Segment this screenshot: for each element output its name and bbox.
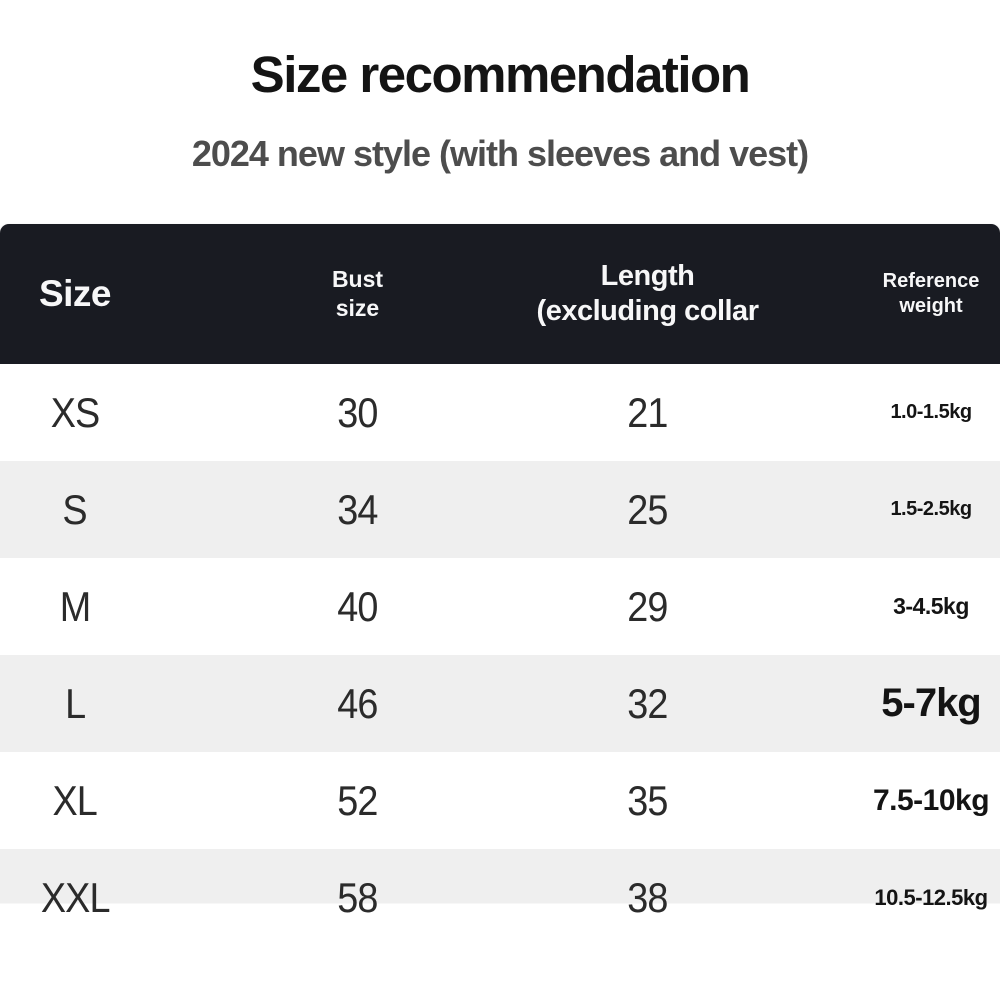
cell-bust: 58 xyxy=(337,873,378,921)
cell-weight: 1.0-1.5kg xyxy=(890,401,972,423)
size-table: Size Bust size Length (excluding collar … xyxy=(0,224,1000,946)
cell-size: S xyxy=(62,485,88,533)
header-cell-length: Length (excluding collar xyxy=(537,259,759,329)
cell-weight: 7.5-10kg xyxy=(872,783,990,817)
header-bust-label: Bust size xyxy=(331,266,384,321)
table-row-xs: XS 30 21 1.0-1.5kg xyxy=(0,364,1000,461)
cell-bust: 34 xyxy=(337,485,378,533)
cell-weight: 5-7kg xyxy=(881,681,981,725)
table-row-s: S 34 25 1.5-2.5kg xyxy=(0,461,1000,558)
header-length-label: Length (excluding collar xyxy=(536,260,759,327)
header-cell-bust: Bust size xyxy=(150,265,565,323)
cell-bust: 52 xyxy=(337,776,378,824)
page-subtitle: 2024 new style (with sleeves and vest) xyxy=(191,133,809,174)
table-header: Size Bust size Length (excluding collar … xyxy=(0,224,1000,364)
cell-bust: 40 xyxy=(337,582,378,630)
cell-weight: 3-4.5kg xyxy=(893,593,969,619)
cell-length: 35 xyxy=(627,776,668,824)
page-title: Size recommendation xyxy=(250,46,751,103)
cell-length: 38 xyxy=(627,873,668,921)
header-size-label: Size xyxy=(38,273,112,314)
table-row-xxl: XXL 58 38 10.5-12.5kg xyxy=(0,849,1000,946)
cell-length: 21 xyxy=(627,388,668,436)
header-cell-size: Size xyxy=(0,273,150,315)
cell-length: 32 xyxy=(627,679,668,727)
cell-size: L xyxy=(64,679,86,727)
table-row-l: L 46 32 5-7kg xyxy=(0,655,1000,752)
cell-size: XXL xyxy=(40,873,111,921)
cell-length: 25 xyxy=(627,485,668,533)
cell-weight: 10.5-12.5kg xyxy=(874,884,988,910)
cell-bust: 46 xyxy=(337,679,378,727)
header-cell-weight: Reference weight xyxy=(730,269,1000,319)
table-row-m: M 40 29 3-4.5kg xyxy=(0,558,1000,655)
cell-size: XS xyxy=(50,388,101,436)
cell-weight: 1.5-2.5kg xyxy=(890,498,972,520)
header-weight-label: Reference weight xyxy=(882,270,980,317)
cell-length: 29 xyxy=(627,582,668,630)
cell-size: XL xyxy=(52,776,98,824)
cell-size: M xyxy=(59,582,92,630)
cell-bust: 30 xyxy=(337,388,378,436)
table-row-xl: XL 52 35 7.5-10kg xyxy=(0,752,1000,849)
